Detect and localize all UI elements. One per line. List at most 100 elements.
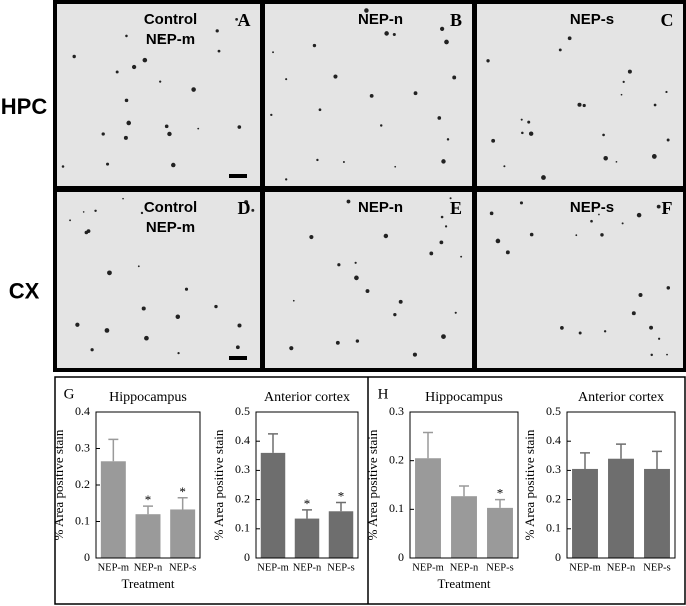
x-axis-label: Treatment (122, 576, 175, 591)
chart-title: Hippocampus (425, 390, 503, 405)
stain-dot (125, 34, 128, 38)
row-label: CX (9, 278, 40, 303)
stain-dot (541, 175, 546, 180)
stain-dot (335, 340, 340, 345)
stain-dot (412, 352, 417, 357)
stain-dot (101, 132, 105, 136)
stain-dot (603, 156, 608, 161)
error-bar (652, 450, 662, 469)
stain-dot (527, 120, 531, 124)
y-tick-label: 0.4 (75, 404, 90, 418)
stain-dot (622, 80, 625, 83)
y-tick-label: 0.4 (235, 433, 250, 447)
stain-dot (94, 209, 97, 213)
x-tick-label: NEP-m (569, 562, 601, 573)
y-tick-label: 0.5 (546, 404, 561, 418)
stain-dot (577, 102, 582, 107)
stain-dot (650, 353, 653, 357)
panel-letter: G (64, 386, 75, 402)
y-tick-label: 0.1 (389, 501, 404, 515)
stain-dot (354, 275, 359, 281)
stain-dot (441, 334, 446, 339)
stain-dot (90, 348, 94, 352)
stain-dot (649, 325, 654, 330)
stain-dot (528, 131, 534, 136)
y-tick-label: 0.3 (75, 440, 90, 454)
stain-dot (369, 93, 374, 98)
stain-dot (575, 234, 578, 237)
stain-dot (235, 345, 240, 350)
stain-dot (107, 270, 112, 276)
y-tick-label: 0.4 (546, 433, 561, 447)
x-tick-label: NEP-s (486, 562, 513, 573)
panel-letter: D (238, 198, 251, 218)
stain-dot (440, 26, 445, 31)
stain-dot (665, 90, 668, 94)
stain-dot (602, 133, 605, 137)
y-tick-label: 0.2 (389, 452, 404, 466)
stain-dot (140, 211, 144, 215)
stain-dot (615, 160, 618, 163)
y-axis-label: % Area positive stain (522, 429, 537, 540)
error-bar (616, 443, 626, 459)
stain-dot (175, 314, 181, 319)
panel-label: NEP-s (570, 199, 614, 216)
stain-dot (244, 200, 249, 205)
stain-dot (452, 75, 457, 80)
plot-frame (566, 411, 676, 559)
x-tick-label: NEP-n (607, 562, 636, 573)
plot-frame (95, 411, 201, 559)
stain-dot (444, 39, 449, 45)
scale-bar (229, 356, 247, 360)
y-tick-label: 0 (84, 550, 90, 564)
y-tick-label: 0.3 (235, 462, 250, 476)
x-tick-label: NEP-s (643, 562, 670, 573)
stain-dot (413, 91, 418, 96)
stain-dot (69, 219, 71, 222)
panel-label: NEP-m (146, 219, 195, 236)
row-label: HPC (1, 94, 48, 119)
panel-label: NEP-m (146, 31, 195, 48)
bar (451, 496, 477, 558)
y-tick-label: 0.2 (546, 491, 561, 505)
y-axis-label: % Area positive stain (211, 429, 226, 540)
chart-title: Anterior cortex (578, 390, 664, 405)
x-tick-label: NEP-m (257, 562, 289, 573)
stain-dot (582, 103, 586, 108)
stain-dot (292, 299, 295, 302)
y-tick-label: 0.2 (235, 491, 250, 505)
panel-letter: H (378, 386, 389, 402)
stain-dot (486, 59, 490, 63)
stain-dot (123, 135, 128, 140)
stain-dot (666, 286, 671, 290)
y-tick-label: 0.2 (75, 477, 90, 491)
stain-dot (666, 138, 670, 142)
stain-dot (141, 306, 146, 311)
x-axis-label: Treatment (438, 576, 491, 591)
stain-dot (251, 208, 255, 212)
stain-dot (519, 201, 524, 205)
stain-dot (285, 178, 288, 181)
stain-dot (316, 158, 319, 162)
stain-dot (495, 238, 501, 244)
stain-dot (666, 353, 668, 356)
stain-dot (444, 225, 448, 228)
stain-dot (312, 43, 317, 48)
micrograph (261, 0, 476, 190)
panel-letter: B (450, 10, 462, 30)
stain-dot (355, 339, 360, 343)
stain-dot (558, 48, 562, 52)
stain-dot (124, 98, 129, 103)
significance-mark: * (338, 489, 345, 504)
stain-dot (454, 311, 457, 314)
stain-dot (215, 29, 219, 33)
stain-dot (439, 240, 444, 245)
stain-dot (270, 113, 273, 117)
y-axis-label: % Area positive stain (365, 429, 380, 540)
stain-dot (142, 57, 148, 63)
stain-dot (237, 323, 242, 328)
error-bar (580, 452, 590, 469)
stain-dot (521, 131, 524, 135)
panel-label: Control (144, 199, 197, 216)
y-tick-label: 0.5 (235, 404, 250, 418)
